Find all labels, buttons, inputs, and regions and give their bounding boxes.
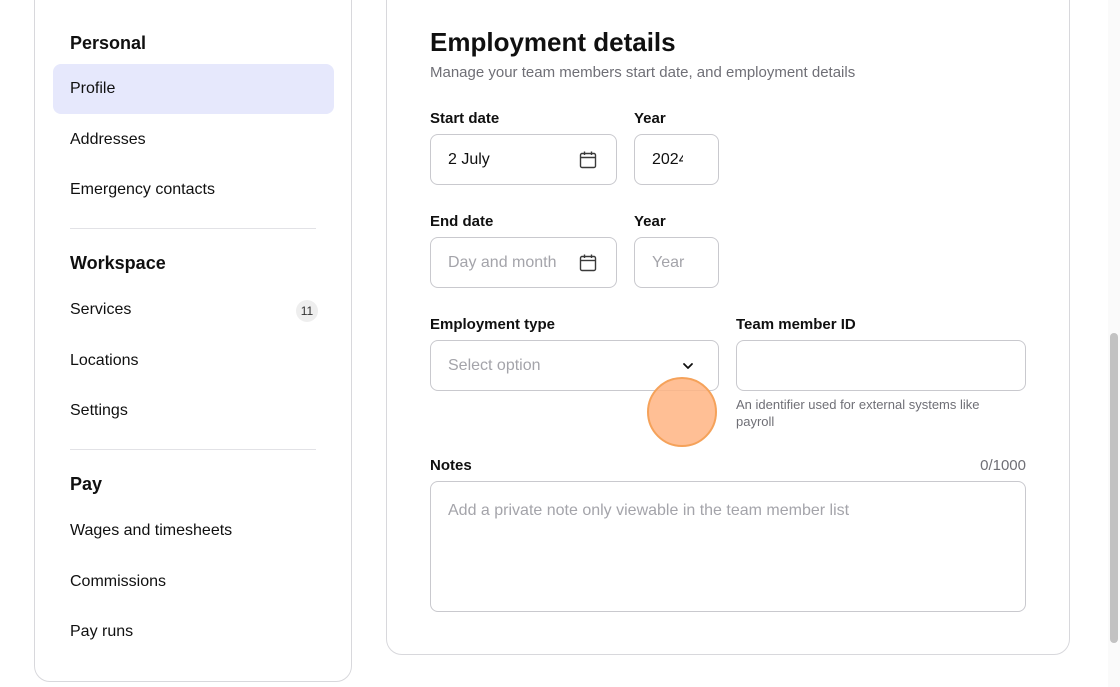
start-date-label: Start date xyxy=(430,110,500,127)
sidebar-heading-pay: Pay xyxy=(70,474,103,494)
start-date-value: 2 July xyxy=(448,150,490,168)
end-date-label: End date xyxy=(430,213,494,230)
end-year-label: Year xyxy=(634,213,666,230)
start-date-field[interactable]: 2 July xyxy=(430,134,617,185)
chevron-down-icon xyxy=(683,363,693,369)
sidebar-item-label: Pay runs xyxy=(70,623,134,640)
sidebar-item-label: Emergency contacts xyxy=(70,181,215,198)
page-title: Employment details xyxy=(430,27,676,57)
sidebar-heading-workspace: Workspace xyxy=(70,253,166,273)
sidebar-item-addresses[interactable]: Addresses xyxy=(53,115,334,165)
start-year-field[interactable]: 2024 xyxy=(634,134,719,185)
employment-type-placeholder: Select option xyxy=(448,356,541,374)
end-year-placeholder: Year xyxy=(652,253,685,271)
sidebar-item-pay-runs[interactable]: Pay runs xyxy=(53,607,334,657)
notes-placeholder: Add a private note only viewable in the … xyxy=(448,502,850,519)
sidebar-item-label: Settings xyxy=(70,402,128,419)
sidebar-item-locations[interactable]: Locations xyxy=(53,336,334,386)
sidebar-item-label: Addresses xyxy=(70,131,146,148)
sidebar-item-commissions[interactable]: Commissions xyxy=(53,557,334,607)
services-count-badge: 11 xyxy=(296,300,318,322)
sidebar-divider xyxy=(70,228,316,229)
sidebar-item-wages-and-timesheets[interactable]: Wages and timesheets xyxy=(53,506,334,556)
page-scrollbar[interactable] xyxy=(1108,0,1120,687)
sidebar-heading-personal: Personal xyxy=(70,33,147,53)
sidebar-divider xyxy=(70,449,316,450)
start-year-label: Year xyxy=(634,110,666,127)
sidebar-item-label: Commissions xyxy=(70,573,167,590)
page-subtitle: Manage your team members start date, and… xyxy=(430,64,856,81)
team-member-id-input[interactable] xyxy=(736,340,1026,391)
employment-type-label: Employment type xyxy=(430,316,556,333)
notes-textarea[interactable]: Add a private note only viewable in the … xyxy=(430,481,1026,612)
calendar-icon xyxy=(579,151,597,169)
sidebar-item-label: Locations xyxy=(70,352,139,369)
sidebar-item-label: Profile xyxy=(70,80,116,97)
end-year-field[interactable]: Year xyxy=(634,237,719,288)
notes-character-counter: 0/1000 xyxy=(980,457,1026,474)
end-date-field[interactable]: Day and month xyxy=(430,237,617,288)
end-date-placeholder: Day and month xyxy=(448,253,557,271)
sidebar-item-label: Wages and timesheets xyxy=(70,522,233,539)
notes-label: Notes xyxy=(430,457,472,474)
start-year-value: 2024 xyxy=(652,150,683,168)
sidebar-item-profile[interactable]: Profile xyxy=(53,64,334,114)
calendar-icon xyxy=(579,254,597,272)
employment-details-card: Employment details Manage your team memb… xyxy=(386,0,1070,655)
scrollbar-thumb[interactable] xyxy=(1110,333,1118,643)
settings-sidebar: Personal Profile Addresses Emergency con… xyxy=(34,0,352,682)
team-member-id-label: Team member ID xyxy=(736,316,856,333)
sidebar-item-settings[interactable]: Settings xyxy=(53,386,334,436)
click-indicator xyxy=(647,377,717,447)
sidebar-item-label: Services xyxy=(70,301,132,318)
sidebar-item-emergency-contacts[interactable]: Emergency contacts xyxy=(53,165,334,215)
sidebar-item-services[interactable]: Services 11 xyxy=(53,285,334,335)
team-member-id-hint: An identifier used for external systems … xyxy=(736,397,980,429)
